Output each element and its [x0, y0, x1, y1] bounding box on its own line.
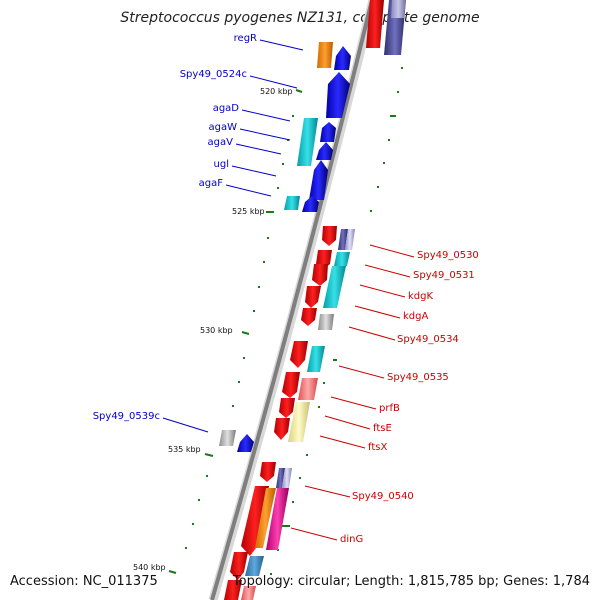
label-Spy49_0534: Spy49_0534: [397, 334, 459, 345]
label-agaF: agaF: [198, 178, 223, 189]
gene-0530-navy: [338, 229, 348, 250]
gene-0524c-blue: [326, 72, 350, 118]
kbp-labels: 520 kbp 525 kbp 530 kbp 535 kbp 540 kbp: [133, 87, 293, 572]
kbp-label-520: 520 kbp: [260, 87, 293, 96]
label-regR: regR: [233, 33, 257, 44]
label-ftsE: ftsE: [373, 423, 392, 434]
gene-top-lav: [391, 0, 406, 18]
label-Spy49_0524c: Spy49_0524c: [179, 69, 247, 80]
label-kdgA: kdgA: [403, 311, 429, 322]
label-agaD: agaD: [212, 103, 239, 114]
gene-prfB-pink: [298, 378, 318, 400]
gene-ftsX-red: [274, 418, 290, 440]
gene-regR-orange: [317, 42, 333, 68]
gene-agaV-blue: [309, 160, 328, 200]
label-Spy49_0539c: Spy49_0539c: [92, 411, 160, 422]
label-dinG: dinG: [340, 534, 364, 545]
label-Spy49_0530: Spy49_0530: [417, 250, 479, 261]
gene-bottom-red: [230, 552, 248, 580]
gene-kdgK-red: [312, 264, 328, 286]
gene-0540-red: [260, 462, 276, 482]
gene-0534-red: [301, 308, 317, 326]
topology-text: Topology: circular; Length: 1,815,785 bp…: [232, 574, 590, 589]
gene-agaF-cyan: [284, 196, 300, 210]
kbp-label-530: 530 kbp: [200, 326, 233, 335]
gene-0534-gray: [318, 314, 334, 330]
gene-kdgK-cyan: [323, 266, 346, 308]
gene-agaD-blue: [320, 122, 336, 142]
gene-kdgA-red: [305, 286, 321, 308]
label-agaW: agaW: [208, 122, 238, 133]
gene-bottom-red2: [224, 580, 242, 600]
label-Spy49_0535: Spy49_0535: [387, 372, 449, 383]
left-leaders: [162, 39, 304, 433]
gene-agaF-blue: [302, 196, 319, 212]
gene-ftsE-yellow: [288, 402, 310, 442]
gene-0540-lav: [282, 468, 292, 488]
label-agaV: agaV: [207, 137, 233, 148]
gene-bottom-pink: [241, 586, 256, 600]
gene-agaW-blue: [316, 142, 333, 160]
right-leaders: [290, 244, 415, 541]
gene-regR-blue: [334, 46, 351, 70]
gene-top-red: [366, 0, 384, 48]
outer-ticks: [270, 67, 403, 575]
gene-0535-red: [290, 341, 308, 368]
gene-0539c-blue: [237, 434, 254, 452]
accession-text: Accession: NC_011375: [10, 574, 158, 589]
gene-0530-red: [322, 226, 337, 246]
label-prfB: prfB: [379, 403, 400, 414]
reverse-genes: [224, 226, 355, 600]
gene-dinG-orange: [255, 488, 276, 548]
gene-dinG-red: [241, 486, 269, 556]
inner-ticks: [168, 89, 303, 574]
gene-agaD-cyan: [297, 118, 318, 166]
gene-0531-cyan: [334, 252, 350, 266]
kbp-label-535: 535 kbp: [168, 445, 201, 454]
gene-ftsE-red: [279, 398, 295, 418]
label-ftsX: ftsX: [368, 442, 388, 453]
label-Spy49_0540: Spy49_0540: [352, 491, 414, 502]
kbp-label-525: 525 kbp: [232, 207, 265, 216]
backbone-line: [210, 0, 374, 600]
gene-0535-cyan: [307, 346, 325, 372]
label-kdgK: kdgK: [408, 291, 434, 302]
forward-genes: [219, 0, 406, 452]
gene-bottom-steel: [245, 556, 264, 576]
gene-0539c-gray: [219, 430, 236, 446]
label-Spy49_0531: Spy49_0531: [413, 270, 475, 281]
gene-0530-lav: [345, 229, 355, 250]
gene-prfB-red: [282, 372, 300, 398]
label-ugl: ugl: [213, 159, 229, 170]
kbp-label-540: 540 kbp: [133, 563, 166, 572]
gene-dinG-magenta: [266, 488, 289, 550]
